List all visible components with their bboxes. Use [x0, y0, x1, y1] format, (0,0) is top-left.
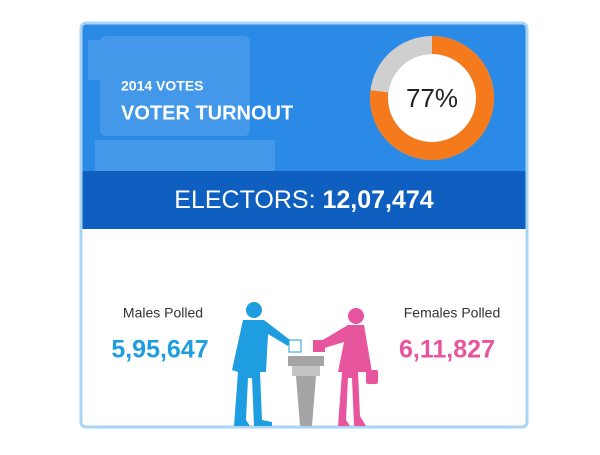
females-value: 6,11,827 [399, 336, 495, 364]
man-figure [232, 302, 290, 426]
electors: ELECTORS: 12,07,474 [174, 186, 434, 214]
electors-value: 12,07,474 [322, 186, 433, 214]
title: VOTER TURNOUT [121, 102, 293, 124]
donut-hole [388, 54, 476, 142]
turnout-arc [370, 36, 494, 160]
males-label: Males Polled [123, 305, 203, 321]
electors-label: ELECTORS: [174, 186, 315, 214]
donut [370, 36, 494, 160]
ballot-box [288, 356, 324, 426]
card-border [79, 21, 529, 429]
ballot-paper [288, 339, 302, 353]
turnout-label: 77% [406, 83, 458, 113]
subtitle: 2014 VOTES [121, 78, 204, 94]
males-value: 5,95,647 [111, 336, 208, 364]
woman-figure [288, 308, 378, 426]
electors-band [81, 171, 527, 229]
females-label: Females Polled [404, 305, 501, 321]
